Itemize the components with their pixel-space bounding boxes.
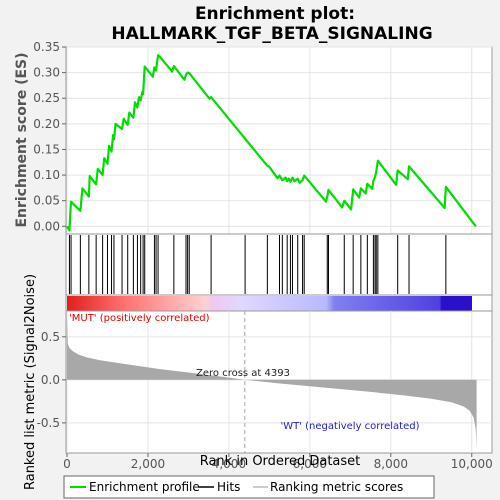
x-tick-label: 10,000: [451, 457, 493, 471]
zero-cross-label: Zero cross at 4393: [196, 368, 290, 379]
metric-tick-label: -0.5: [37, 416, 60, 430]
negative-correlation-label: 'WT' (negatively correlated): [280, 421, 419, 432]
metric-y-axis: -0.5 0.0 0.5: [37, 330, 66, 430]
x-tick-label: 8,000: [374, 457, 408, 471]
rank-gradient: [67, 296, 472, 311]
x-tick-label: 6,000: [293, 457, 327, 471]
metric-area: [67, 317, 477, 449]
x-axis-label: Rank in Ordered Dataset: [200, 454, 361, 469]
metric-tick-label: 0.5: [41, 330, 60, 344]
x-tick-label: 0: [63, 457, 71, 471]
x-tick-label: 4,000: [212, 457, 246, 471]
positive-correlation-label: 'MUT' (positively correlated): [69, 313, 210, 324]
es-y-axis-label: Enrichment score (ES): [14, 52, 30, 227]
legend-metric-label: Ranking metric scores: [270, 480, 403, 494]
es-tick-label: 0.25: [33, 91, 60, 105]
es-tick-label: 0.05: [33, 194, 60, 208]
es-tick-label: 0.10: [33, 168, 60, 182]
es-tick-label: 0.15: [33, 142, 60, 156]
enrichment-profile-line: [66, 54, 477, 232]
es-panel: [65, 46, 493, 235]
es-y-axis: 0.00 0.05 0.10 0.15 0.20 0.25 0.30 0.35: [33, 40, 66, 233]
es-tick-label: 0.35: [33, 40, 60, 54]
legend-box: [63, 475, 435, 499]
metric-y-axis-label: Ranked list metric (Signal2Noise): [23, 274, 38, 490]
es-tick-label: 0.30: [33, 66, 60, 80]
legend-enrichment-label: Enrichment profile: [89, 480, 200, 494]
es-tick-label: 0.20: [33, 117, 60, 131]
chart-title-line1: Enrichment plot:: [195, 4, 355, 24]
es-tick-label: 0.00: [33, 219, 60, 233]
metric-tick-label: 0.0: [41, 373, 60, 387]
legend: Enrichment profile Hits Ranking metric s…: [63, 475, 435, 499]
legend-hits-label: Hits: [217, 480, 240, 494]
hits-marks: [68, 235, 447, 294]
chart-title-line2: HALLMARK_TGF_BETA_SIGNALING: [111, 24, 432, 44]
x-axis: 0 2,000 4,000 6,000 8,000 10,000: [63, 453, 493, 471]
x-tick-label: 2,000: [131, 457, 165, 471]
